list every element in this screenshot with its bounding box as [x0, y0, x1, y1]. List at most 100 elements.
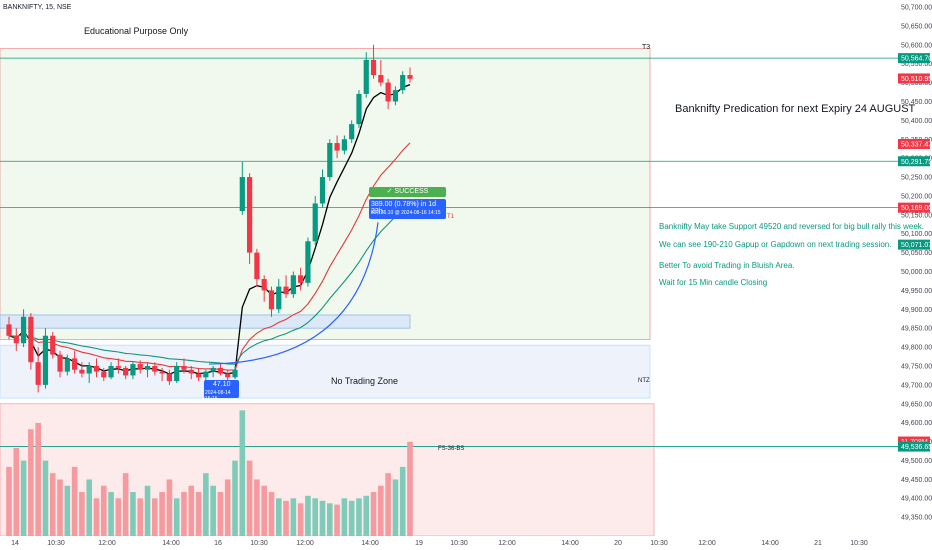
time-tick: 12:00	[296, 540, 314, 547]
t3-label: T3	[642, 44, 651, 51]
measure-box: 389.00 (0.78%) in 1d 23h 50,136.10 @ 202…	[369, 199, 446, 219]
price-tag: 50,337.47	[901, 141, 932, 148]
price-tick: 50,650.00	[901, 23, 932, 30]
ntz-label: NTZ	[638, 378, 650, 384]
volume-bar	[348, 500, 355, 536]
note-wait: Wait for 15 Min candle Closing	[659, 278, 768, 287]
price-tick: 50,000.00	[901, 269, 932, 276]
candle-body	[356, 93, 362, 125]
candle-body	[181, 365, 187, 370]
candle-body	[319, 177, 326, 204]
time-tick: 10:30	[850, 540, 868, 547]
time-axis-bg	[0, 536, 932, 550]
volume-bar	[57, 479, 63, 536]
time-tick: 10:30	[250, 540, 268, 547]
candle-body	[42, 335, 49, 385]
candle-body	[290, 275, 296, 295]
time-tick: 20	[614, 540, 622, 547]
projection-arc	[208, 222, 379, 365]
price-tick: 50,700.00	[901, 5, 932, 12]
volume-bar	[144, 485, 151, 536]
volume-bar	[224, 479, 231, 536]
price-tag: 50,291.75	[901, 159, 932, 166]
price-tick: 50,100.00	[901, 231, 932, 238]
price-tag-bg	[898, 73, 930, 84]
volume-bar	[188, 485, 195, 536]
price-tick: 49,600.00	[901, 420, 932, 427]
candle-body	[392, 90, 399, 102]
candle-body	[363, 59, 369, 94]
price-tag: 49,536.65	[901, 444, 932, 451]
volume-bar	[385, 473, 391, 536]
note-gap: We can see 190-210 Gapup or Gapdown on n…	[659, 240, 892, 249]
candle-body	[254, 252, 260, 280]
volume-bar	[152, 498, 158, 536]
volume-bar	[137, 498, 144, 536]
candle-body	[378, 75, 384, 83]
candle-body	[13, 335, 19, 344]
volume-bar	[42, 460, 49, 536]
note-avoid: Better To avoid Trading in Bluish Area.	[659, 261, 795, 270]
candle-body	[144, 365, 151, 370]
price-tick: 50,050.00	[901, 250, 932, 257]
time-tick: 12:00	[498, 540, 516, 547]
volume-bar	[327, 503, 333, 536]
price-tick: 49,850.00	[901, 326, 932, 333]
candle-body	[283, 286, 289, 295]
candle-body	[72, 358, 78, 370]
candle-body	[174, 365, 180, 382]
price-tag-bg	[898, 156, 930, 167]
time-tick: 21	[814, 540, 822, 547]
candle-body	[159, 371, 165, 374]
start-line-2: 2024-08-14 15:15	[205, 390, 231, 402]
candle-body	[268, 290, 275, 310]
price-tick: 50,600.00	[901, 42, 932, 49]
time-tick: 12:00	[698, 540, 716, 547]
price-tick: 49,700.00	[901, 382, 932, 389]
volume-bar	[363, 495, 370, 536]
candle-body	[79, 369, 85, 374]
time-tick: 14:00	[162, 540, 180, 547]
candle-body	[28, 316, 34, 363]
volume-bar	[86, 479, 92, 536]
candle-body	[276, 286, 282, 310]
volume-bar	[297, 503, 304, 536]
volume-bar	[130, 492, 136, 536]
symbol-title: BANKNIFTY, 15, NSE	[3, 4, 72, 11]
edu-note: Educational Purpose Only	[84, 26, 189, 36]
volume-bar	[341, 498, 348, 536]
t1-label: T1	[447, 214, 455, 220]
candle-body	[305, 241, 311, 283]
time-axis: 14 10:30 12:00 14:00 16 10:30 12:00 14:00 19 10:3…	[0, 536, 932, 550]
volume-bar	[108, 492, 114, 536]
volume-bar	[181, 492, 187, 536]
volume-bar	[100, 485, 107, 536]
time-tick: 10:30	[650, 540, 668, 547]
volume-bar	[115, 498, 122, 536]
price-tag: 50,169.00	[901, 205, 932, 212]
candle-body	[327, 143, 333, 178]
overlay-drawings	[208, 222, 379, 365]
time-tick: 10:30	[450, 540, 468, 547]
price-tick: 49,500.00	[901, 458, 932, 465]
grid-lines	[0, 57, 898, 447]
volume-bar	[71, 466, 78, 536]
volume-bar	[305, 495, 311, 536]
note-support: Banknifty May take Support 49520 and rev…	[659, 222, 925, 231]
volume-bar	[159, 492, 165, 536]
price-tag-bg	[898, 436, 930, 447]
price-tag: 50,564.70	[901, 56, 932, 63]
ema-mid-line	[8, 142, 411, 371]
candle-body	[203, 371, 209, 378]
headline-note: Banknifty Predication for next Expiry 24…	[675, 103, 916, 115]
price-axis-bg	[898, 0, 932, 550]
candle-body	[239, 177, 245, 212]
price-tag: 50,071.07	[901, 242, 932, 249]
chart-zones	[0, 48, 655, 537]
ema-slow-line	[8, 200, 411, 365]
price-tick: 50,150.00	[901, 212, 932, 219]
candle-body	[349, 124, 355, 140]
volume-bar	[275, 498, 282, 536]
volume-bar	[93, 498, 100, 536]
